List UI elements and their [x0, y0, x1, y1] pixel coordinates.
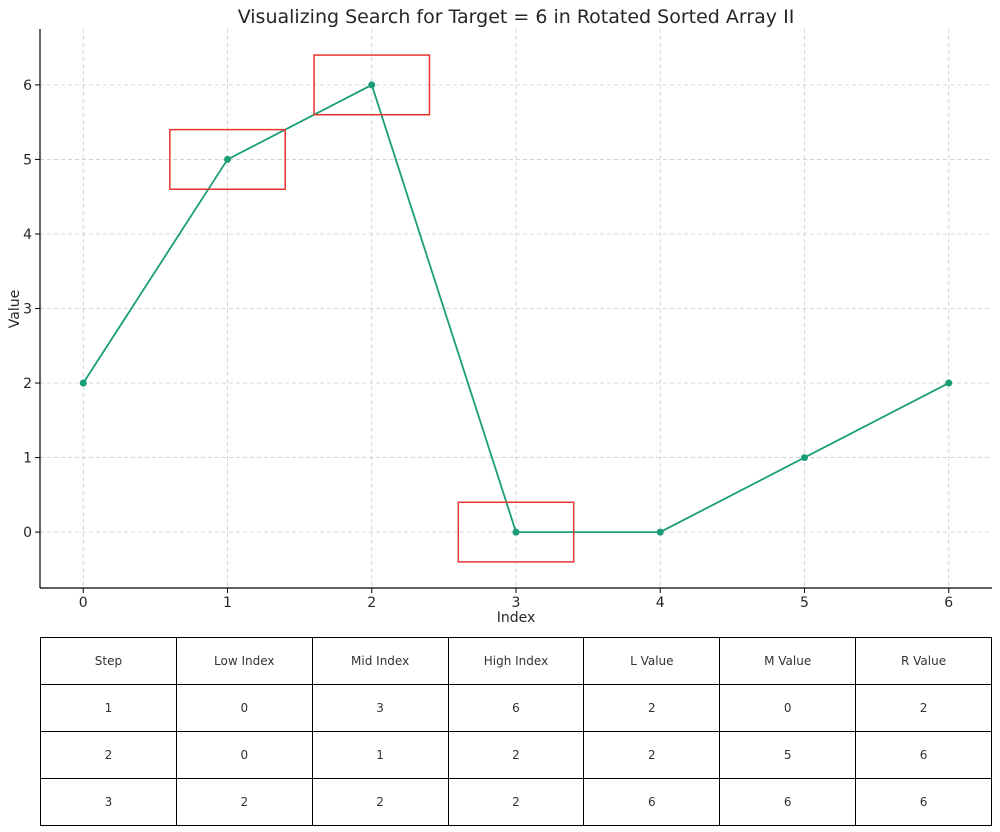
header-m-value: M Value — [719, 637, 857, 685]
cell-l-value: 2 — [583, 684, 721, 732]
header-r-value: R Value — [855, 637, 992, 685]
cell-step: 1 — [40, 684, 177, 732]
y-axis-label: Value — [7, 290, 23, 328]
x-tick-label: 1 — [223, 595, 232, 611]
series-layer — [79, 81, 953, 536]
y-tick-label: 5 — [23, 152, 32, 168]
table-row: 3 2 2 2 6 6 6 — [40, 778, 992, 826]
cell-m-value: 5 — [719, 731, 857, 779]
highlight-boxes — [169, 54, 575, 563]
y-tick-label: 0 — [23, 525, 32, 541]
cell-r-value: 6 — [855, 731, 992, 779]
table-header-row: Step Low Index Mid Index High Index L Va… — [40, 637, 992, 685]
cell-m-value: 6 — [719, 778, 857, 826]
ticks: 0 1 2 3 4 5 6 0 1 2 3 4 5 6 — [23, 78, 953, 611]
cell-l-value: 6 — [583, 778, 721, 826]
cell-r-value: 6 — [855, 778, 992, 826]
data-point — [656, 528, 664, 536]
steps-table: Step Low Index Mid Index High Index L Va… — [40, 637, 992, 826]
cell-m-value: 0 — [719, 684, 857, 732]
header-l-value: L Value — [583, 637, 721, 685]
data-point — [368, 81, 376, 89]
cell-r-value: 2 — [855, 684, 992, 732]
cell-low-index: 2 — [175, 778, 313, 826]
data-point — [79, 379, 87, 387]
cell-low-index: 0 — [175, 684, 313, 732]
y-tick-label: 6 — [23, 78, 32, 94]
x-axis-label: Index — [497, 610, 536, 626]
y-tick-label: 4 — [23, 227, 32, 243]
y-tick-label: 2 — [23, 376, 32, 392]
data-point — [945, 379, 953, 387]
header-low-index: Low Index — [175, 637, 313, 685]
x-tick-label: 2 — [367, 595, 376, 611]
data-point — [800, 454, 808, 462]
data-point — [512, 528, 520, 536]
y-tick-label: 1 — [23, 451, 32, 467]
cell-l-value: 2 — [583, 731, 721, 779]
header-step: Step — [40, 637, 177, 685]
header-high-index: High Index — [447, 637, 585, 685]
x-tick-label: 4 — [656, 595, 665, 611]
highlight-box — [457, 501, 575, 563]
cell-step: 2 — [40, 731, 177, 779]
chart-title: Visualizing Search for Target = 6 in Rot… — [238, 6, 795, 28]
data-point — [224, 155, 232, 163]
cell-step: 3 — [40, 778, 177, 826]
cell-high-index: 2 — [447, 778, 585, 826]
highlight-box — [169, 128, 286, 190]
line-chart: Visualizing Search for Target = 6 in Rot… — [7, 6, 992, 626]
cell-high-index: 2 — [447, 731, 585, 779]
x-tick-label: 6 — [944, 595, 953, 611]
cell-mid-index: 3 — [311, 684, 449, 732]
cell-high-index: 6 — [447, 684, 585, 732]
cell-mid-index: 2 — [311, 778, 449, 826]
cell-low-index: 0 — [175, 731, 313, 779]
table-row: 1 0 3 6 2 0 2 — [40, 684, 992, 732]
table-row: 2 0 1 2 2 5 6 — [40, 731, 992, 779]
grid — [40, 29, 992, 588]
highlight-box — [313, 54, 431, 116]
y-tick-label: 3 — [23, 302, 32, 318]
header-mid-index: Mid Index — [311, 637, 449, 685]
x-tick-label: 0 — [79, 595, 88, 611]
x-tick-label: 3 — [512, 595, 521, 611]
cell-mid-index: 1 — [311, 731, 449, 779]
x-tick-label: 5 — [800, 595, 809, 611]
